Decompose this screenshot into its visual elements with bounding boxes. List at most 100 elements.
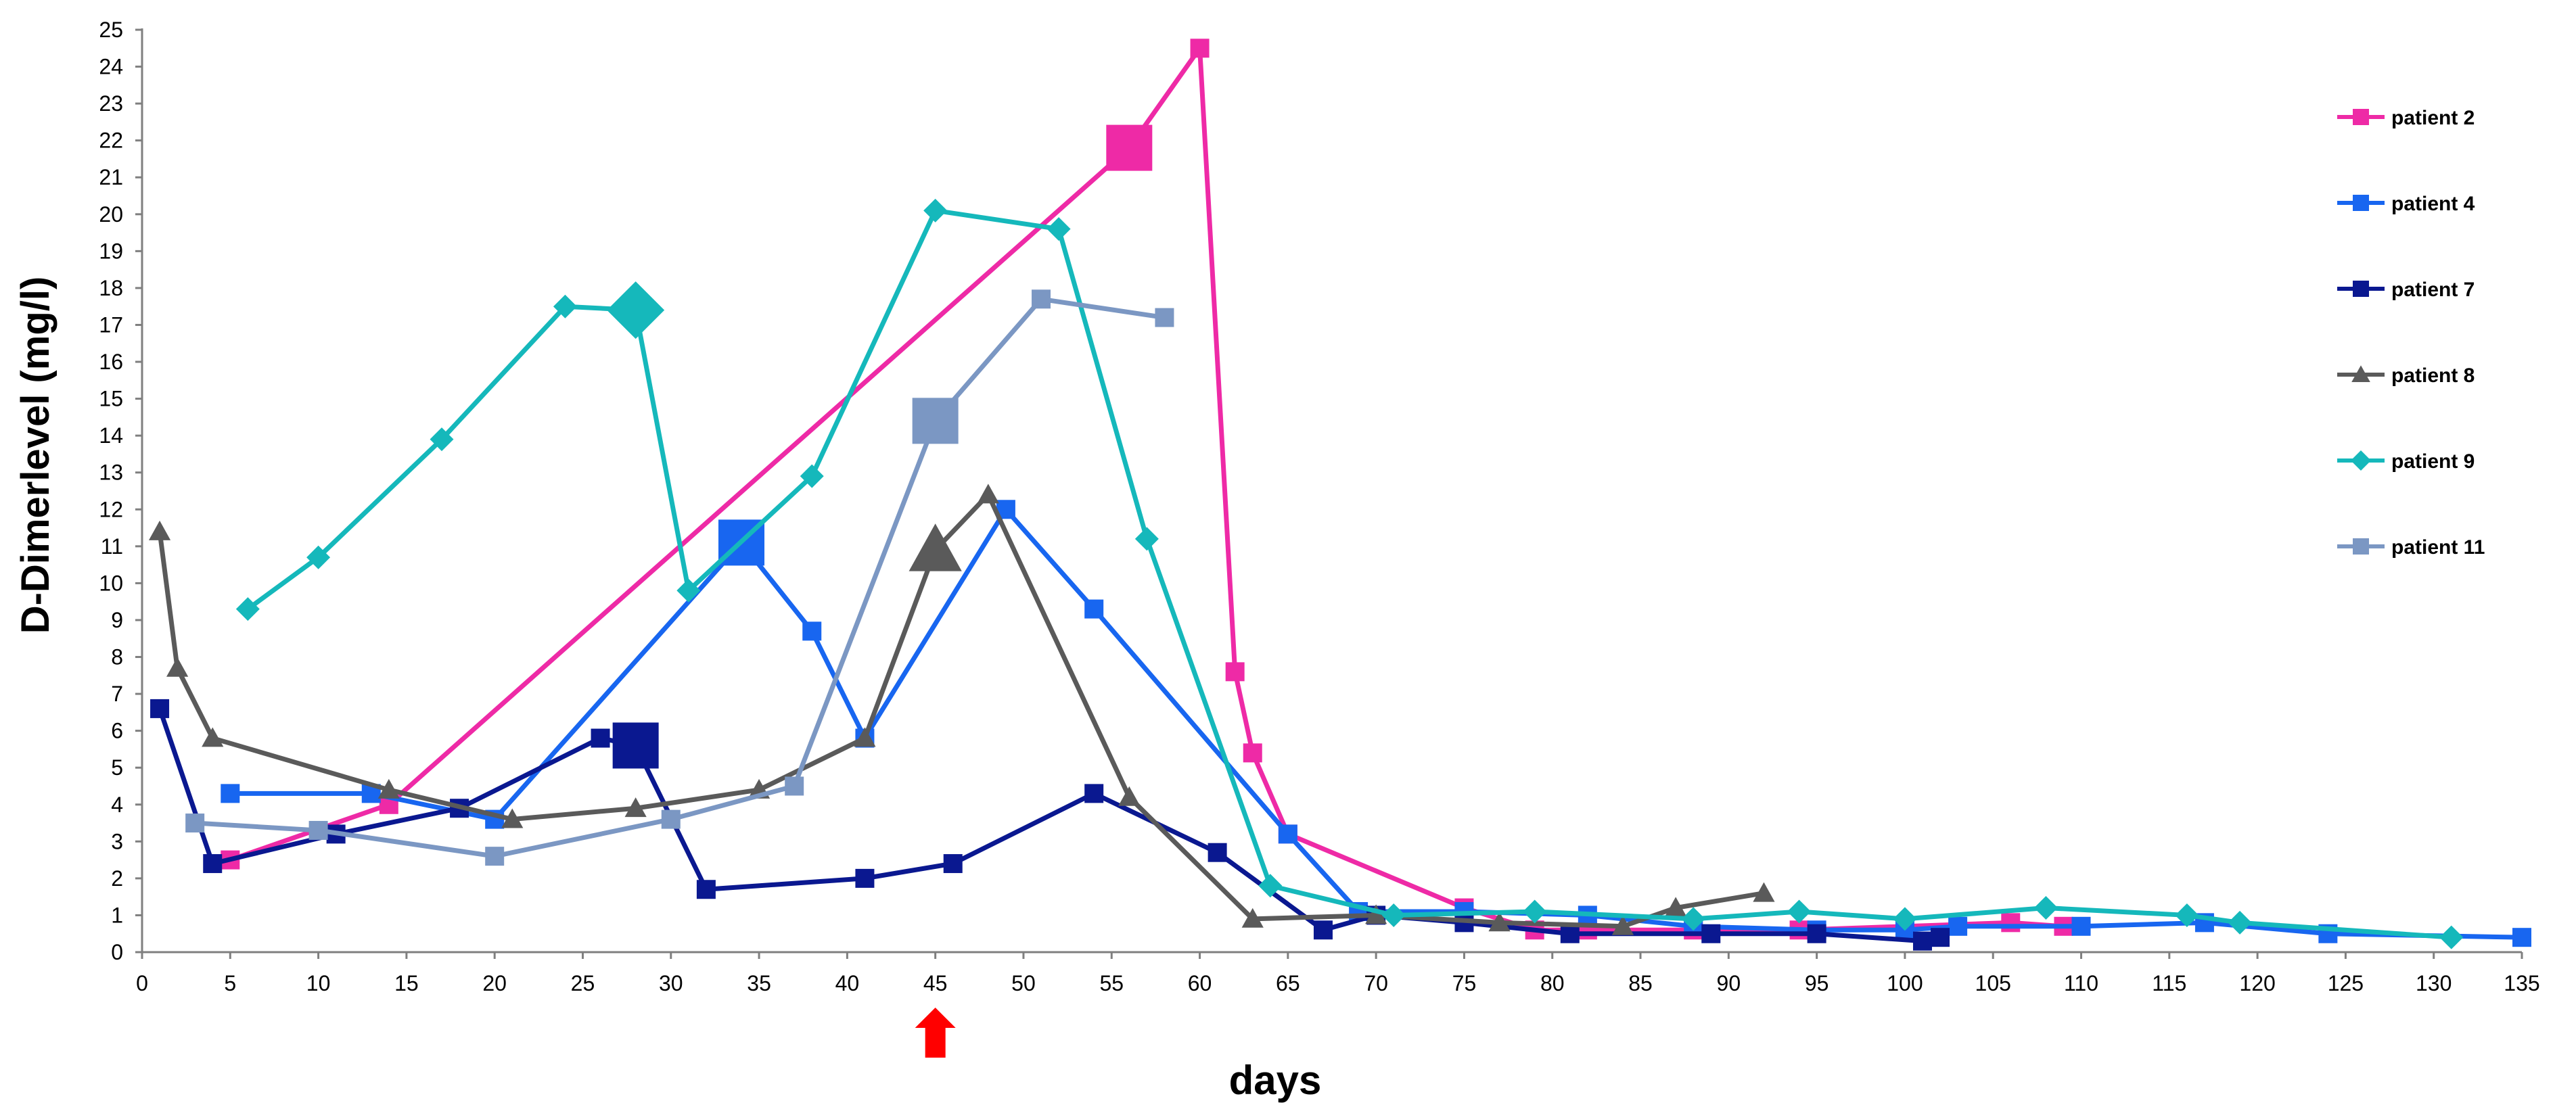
data-point (2001, 913, 2021, 933)
y-tick-label: 25 (99, 18, 123, 42)
series-patient-9 (235, 198, 2464, 949)
data-point (624, 797, 647, 818)
highlighted-point (912, 398, 959, 444)
data-point (676, 578, 701, 603)
data-point (235, 597, 260, 621)
data-point (1032, 289, 1051, 309)
y-tick-label: 13 (99, 461, 123, 485)
x-tick-label: 10 (306, 971, 331, 995)
data-point (1912, 931, 1932, 951)
highlighted-point (612, 722, 659, 769)
y-tick-label: 16 (99, 350, 123, 374)
data-point (1313, 920, 1333, 940)
y-tick-label: 8 (111, 645, 123, 669)
data-point (1134, 527, 1159, 551)
x-tick-label: 135 (2504, 971, 2539, 995)
x-tick-label: 110 (2064, 971, 2098, 995)
x-tick-label: 60 (1188, 971, 1212, 995)
x-tick-label: 95 (1805, 971, 1829, 995)
x-tick-label: 70 (1364, 971, 1388, 995)
x-tick-label: 35 (747, 971, 771, 995)
series-line (246, 208, 2452, 940)
data-point (1241, 908, 1264, 928)
y-tick-label: 3 (111, 829, 123, 853)
data-point (1681, 907, 1705, 931)
data-point (202, 727, 224, 747)
data-point (203, 854, 223, 874)
data-point (1225, 662, 1245, 682)
x-tick-label: 115 (2152, 971, 2186, 995)
x-tick-label: 80 (1540, 971, 1565, 995)
data-point (1523, 899, 1547, 924)
data-point (185, 814, 205, 833)
x-tick-label: 105 (1975, 971, 2011, 995)
y-tick-label: 9 (111, 608, 123, 632)
data-point (1381, 903, 1406, 927)
data-point (1365, 904, 1387, 924)
x-tick-label: 55 (1099, 971, 1124, 995)
data-point (855, 868, 875, 888)
data-point (943, 854, 963, 874)
x-tick-label: 40 (835, 971, 860, 995)
series-line (194, 296, 1165, 859)
y-tick-label: 24 (99, 55, 123, 79)
red-arrow-annotation (915, 1008, 956, 1058)
data-point (1118, 786, 1141, 806)
data-point (148, 520, 171, 540)
data-point (1258, 874, 1283, 898)
data-point (1893, 907, 1917, 931)
data-point (977, 484, 999, 504)
x-tick-label: 120 (2239, 971, 2275, 995)
x-tick-label: 0 (136, 971, 148, 995)
x-tick-label: 20 (482, 971, 507, 995)
data-point (1084, 784, 1104, 803)
data-point (2228, 910, 2252, 935)
legend-label: patient 2 (2391, 107, 2475, 129)
data-point (1046, 217, 1071, 241)
data-point (1753, 882, 1775, 902)
y-tick-label: 12 (99, 497, 123, 521)
data-point (377, 778, 400, 799)
y-tick-label: 1 (111, 903, 123, 927)
series-patient-4 (221, 500, 2531, 947)
legend-item: patient 4 (2337, 193, 2475, 215)
data-point (1931, 928, 1950, 947)
data-point (221, 784, 240, 803)
data-point (306, 545, 331, 569)
data-point (1155, 308, 1174, 327)
data-point (1787, 899, 1812, 924)
data-point (1243, 743, 1262, 763)
x-tick-label: 65 (1276, 971, 1300, 995)
x-tick-label: 75 (1452, 971, 1477, 995)
legend-label: patient 9 (2391, 450, 2475, 473)
data-point (1488, 912, 1511, 932)
legend-marker (2353, 538, 2369, 555)
data-point (2439, 925, 2464, 949)
x-tick-label: 15 (394, 971, 419, 995)
y-tick-label: 2 (111, 866, 123, 891)
data-point (591, 728, 610, 748)
data-point (1701, 924, 1721, 943)
legend-item: patient 2 (2337, 107, 2475, 129)
y-tick-label: 4 (111, 793, 123, 817)
x-tick-label: 45 (923, 971, 948, 995)
x-tick-label: 125 (2328, 971, 2364, 995)
data-point (1807, 924, 1826, 943)
data-point (854, 727, 876, 747)
highlighted-point (1106, 124, 1153, 171)
highlighted-point (908, 523, 962, 571)
data-point (2512, 928, 2531, 947)
y-axis-title: D-Dimerlevel (mg/l) (14, 277, 58, 634)
data-point (2175, 903, 2199, 927)
x-tick-label: 90 (1717, 971, 1741, 995)
data-point (1611, 915, 1634, 935)
x-tick-label: 85 (1628, 971, 1653, 995)
data-point (1208, 843, 1227, 862)
data-point (1278, 824, 1297, 844)
data-point (1190, 39, 1210, 58)
data-point (1665, 897, 1687, 917)
data-point (696, 880, 716, 899)
data-point (923, 198, 948, 222)
legend-label: patient 11 (2391, 536, 2485, 559)
